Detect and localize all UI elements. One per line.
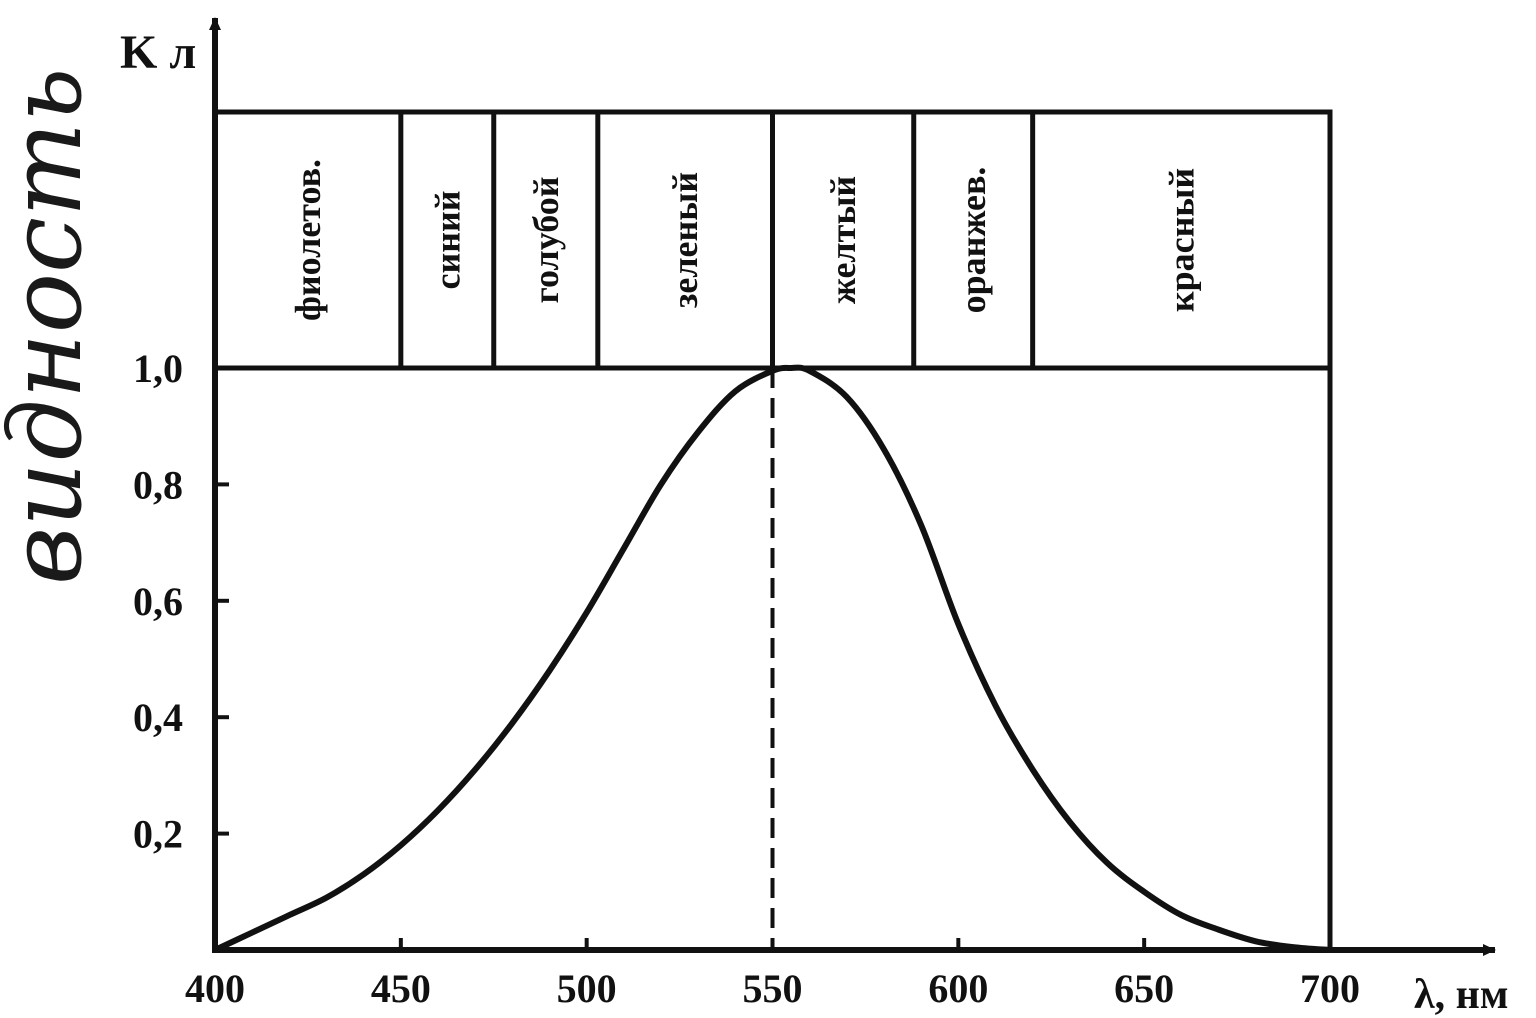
axis-ticks: 400 450 500 550 600 650 700 0,2 0,4 0,6 0,8 1,0	[133, 346, 1360, 1011]
handwritten-note: видность	[0, 68, 104, 585]
x-tick-label: 600	[928, 966, 988, 1011]
band-label: оранжев.	[953, 167, 993, 314]
y-axis-label: K л	[120, 26, 196, 79]
y-tick-label: 0,8	[133, 462, 183, 507]
band-label: фиолетов.	[288, 159, 328, 321]
color-band-table: фиолетов. синий голубой зеленый желтый оранже…	[212, 109, 1333, 950]
y-tick-label: 1,0	[133, 346, 183, 391]
x-tick-label: 500	[557, 966, 617, 1011]
band-label: голубой	[526, 177, 566, 304]
x-tick-label: 650	[1114, 966, 1174, 1011]
y-tick-label: 0,6	[133, 579, 183, 624]
plot-area	[212, 364, 1333, 953]
x-axis-label: λ, нм	[1414, 972, 1508, 1018]
visibility-curve	[212, 364, 1333, 953]
x-tick-label: 550	[743, 966, 803, 1011]
x-tick-label: 450	[371, 966, 431, 1011]
band-label: синий	[427, 191, 467, 290]
x-tick-label: 400	[185, 966, 245, 1011]
band-label: красный	[1161, 168, 1201, 312]
band-label: зеленый	[665, 172, 705, 308]
y-tick-label: 0,2	[133, 812, 183, 857]
x-tick-label: 700	[1300, 966, 1360, 1011]
y-tick-label: 0,4	[133, 695, 183, 740]
band-label: желтый	[823, 176, 863, 304]
